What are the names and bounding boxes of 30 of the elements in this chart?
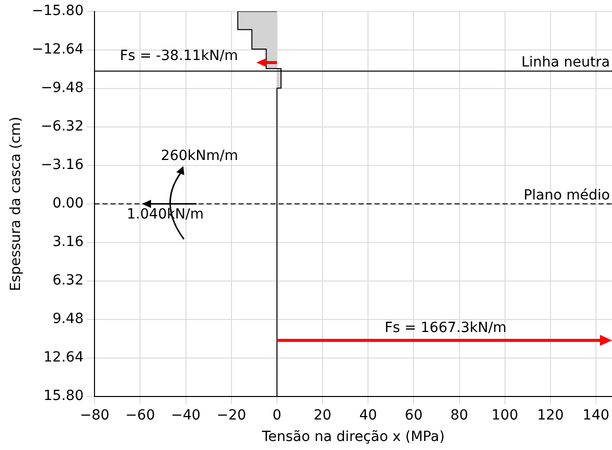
ref-line-label: Plano médio [524, 188, 610, 204]
y-tick-label: 6.32 [52, 272, 84, 289]
y-tick-label: −6.32 [40, 118, 84, 135]
x-tick-label: 100 [492, 407, 518, 424]
x-tick-label: −40 [171, 407, 201, 424]
annotation: Fs = 1667.3kN/m [384, 320, 507, 336]
x-tick-label: 60 [404, 407, 423, 424]
annotation: Fs = -38.11kN/m [120, 48, 238, 64]
x-tick-label: 80 [450, 407, 468, 424]
y-axis-title: Espessura da casca (cm) [8, 116, 24, 292]
y-tick-label: 9.48 [52, 311, 84, 328]
x-tick-label: −60 [125, 407, 155, 424]
x-tick-label: −20 [216, 407, 246, 424]
y-tick-label: −3.16 [40, 157, 84, 174]
y-tick-label: 15.80 [44, 388, 84, 404]
y-tick-label: −12.64 [32, 42, 84, 58]
ref-line-label: Linha neutra [521, 54, 610, 71]
y-tick-label: 0.00 [52, 196, 84, 212]
y-tick-label: 3.16 [52, 234, 84, 250]
x-axis-title: Tensão na direção x (MPa) [260, 429, 445, 446]
x-tick-label: 0 [272, 407, 282, 424]
y-tick-label: −15.80 [32, 3, 84, 20]
x-tick-label: −80 [80, 407, 110, 424]
y-tick-label: 12.64 [44, 350, 84, 366]
x-tick-label: 140 [582, 407, 610, 424]
x-tick-label: 20 [314, 407, 332, 424]
x-tick-label: 40 [359, 407, 378, 424]
y-tick-label: −9.48 [40, 80, 84, 96]
annotation: 260kNm/m [160, 148, 238, 164]
x-tick-label: 120 [537, 407, 564, 424]
